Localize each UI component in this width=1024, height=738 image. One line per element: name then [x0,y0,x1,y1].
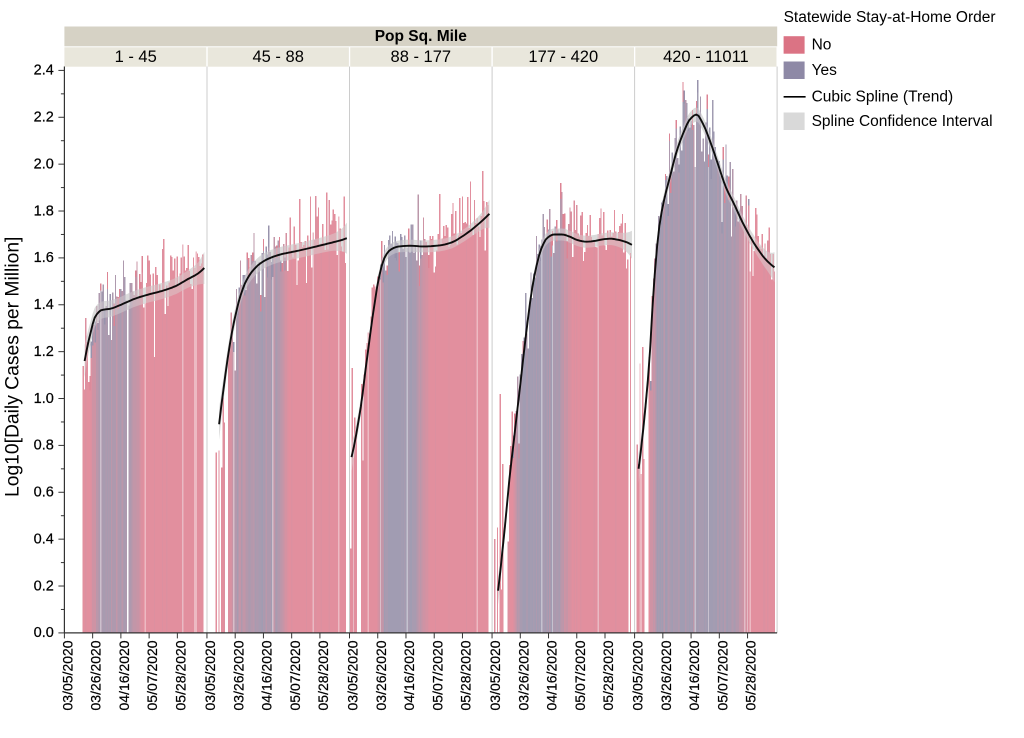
svg-text:1.4: 1.4 [34,297,54,313]
svg-text:05/07/2020: 05/07/2020 [429,640,445,710]
svg-text:0.0: 0.0 [34,625,54,641]
svg-text:Yes: Yes [812,62,838,79]
svg-text:03/05/2020: 03/05/2020 [345,640,361,710]
svg-text:Log10[Daily Cases per Million]: Log10[Daily Cases per Million] [3,237,24,497]
svg-text:05/07/2020: 05/07/2020 [714,640,730,710]
svg-text:03/26/2020: 03/26/2020 [88,640,104,710]
svg-text:04/16/2020: 04/16/2020 [686,640,702,710]
svg-text:1.0: 1.0 [34,391,54,407]
svg-text:420 - 11011: 420 - 11011 [663,48,749,66]
svg-text:03/05/2020: 03/05/2020 [60,640,76,710]
svg-text:88 - 177: 88 - 177 [391,48,452,66]
svg-text:2.4: 2.4 [34,63,54,79]
svg-text:03/26/2020: 03/26/2020 [515,640,531,710]
svg-text:03/26/2020: 03/26/2020 [658,640,674,710]
svg-text:03/05/2020: 03/05/2020 [202,640,218,710]
svg-text:05/07/2020: 05/07/2020 [572,640,588,710]
svg-text:Cubic Spline (Trend): Cubic Spline (Trend) [812,89,954,106]
svg-text:1 - 45: 1 - 45 [115,48,157,66]
svg-text:1.8: 1.8 [34,203,54,219]
svg-text:03/26/2020: 03/26/2020 [373,640,389,710]
svg-text:03/05/2020: 03/05/2020 [630,640,646,710]
svg-text:1.2: 1.2 [34,344,54,360]
svg-text:177 - 420: 177 - 420 [528,48,598,66]
svg-text:05/28/2020: 05/28/2020 [458,640,474,710]
svg-text:04/16/2020: 04/16/2020 [116,640,132,710]
svg-text:Spline Confidence Interval: Spline Confidence Interval [812,113,993,130]
svg-text:No: No [812,37,832,54]
svg-text:0.2: 0.2 [34,578,54,594]
svg-text:05/28/2020: 05/28/2020 [315,640,331,710]
svg-text:Statewide Stay-at-Home Order: Statewide Stay-at-Home Order [784,9,996,26]
svg-text:45 - 88: 45 - 88 [253,48,304,66]
svg-text:1.6: 1.6 [34,250,54,266]
svg-text:05/28/2020: 05/28/2020 [172,640,188,710]
svg-text:04/16/2020: 04/16/2020 [401,640,417,710]
svg-text:2.0: 2.0 [34,156,54,172]
svg-text:04/16/2020: 04/16/2020 [544,640,560,710]
svg-text:0.8: 0.8 [34,438,54,454]
svg-text:Pop Sq. Mile: Pop Sq. Mile [375,28,468,45]
svg-text:05/07/2020: 05/07/2020 [144,640,160,710]
svg-text:03/05/2020: 03/05/2020 [487,640,503,710]
svg-text:05/28/2020: 05/28/2020 [600,640,616,710]
svg-text:05/07/2020: 05/07/2020 [287,640,303,710]
svg-text:0.4: 0.4 [34,531,54,547]
svg-text:05/28/2020: 05/28/2020 [743,640,759,710]
svg-text:03/26/2020: 03/26/2020 [230,640,246,710]
svg-text:2.2: 2.2 [34,110,54,126]
svg-text:04/16/2020: 04/16/2020 [259,640,275,710]
svg-text:0.6: 0.6 [34,485,54,501]
